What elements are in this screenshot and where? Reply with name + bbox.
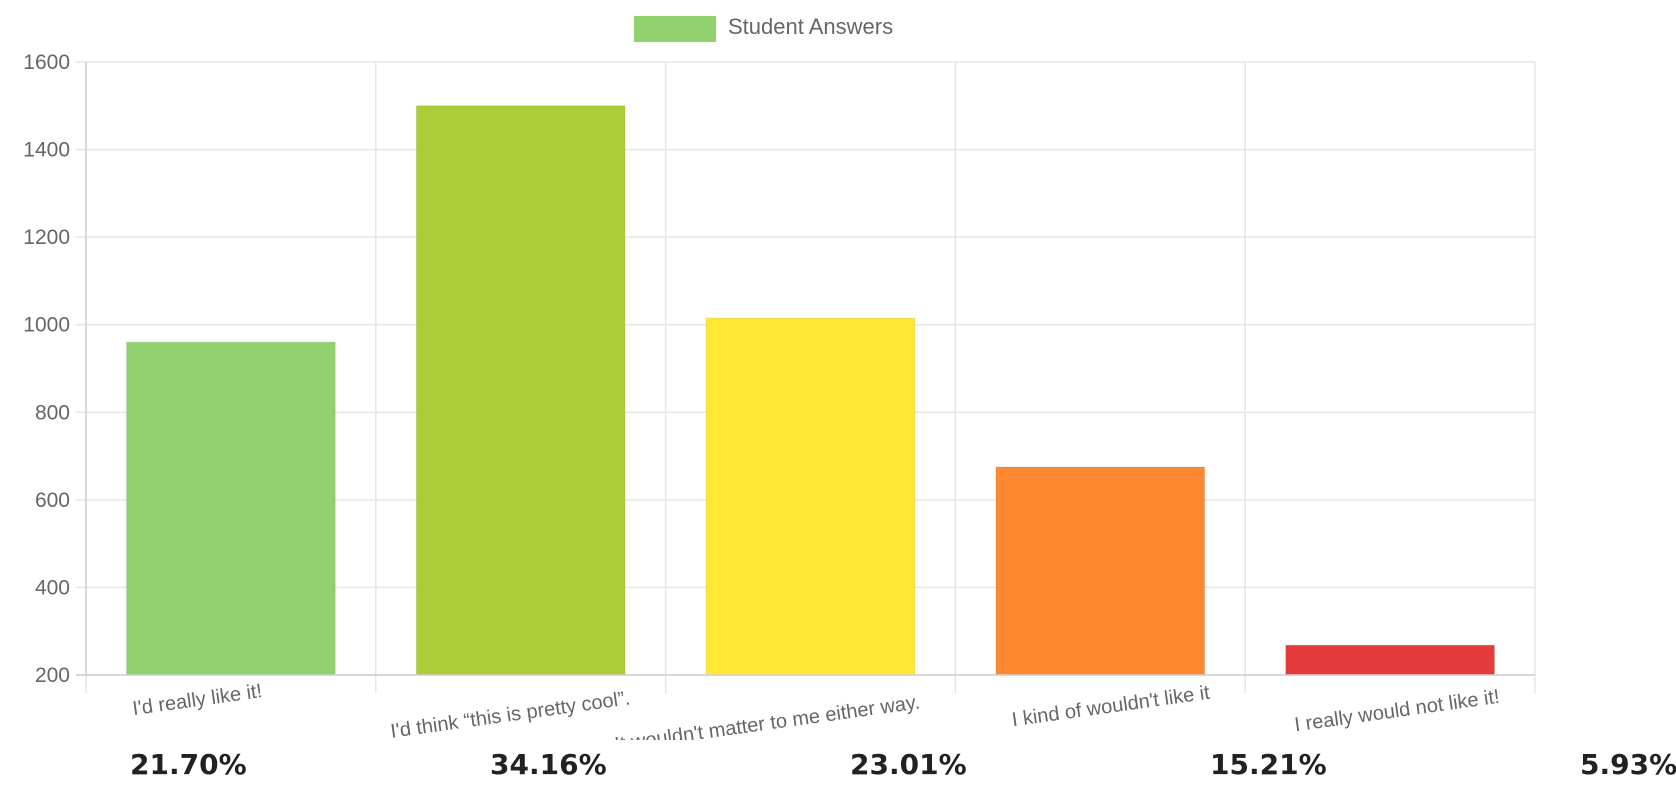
bar-chart: 1600 1400 1200 1000 800 600 400 200 I'd really …: [23, 14, 1536, 740]
percentage-label: 15.21%: [1210, 748, 1327, 781]
x-category-label: I really would not like it!: [1293, 686, 1501, 737]
x-axis: I'd really like it! I'd think “this is pr…: [76, 674, 1535, 740]
y-tick-label: 1200: [23, 226, 70, 249]
percentage-label: 5.93%: [1580, 748, 1676, 781]
y-tick-label: 1600: [23, 51, 70, 74]
y-tick-label: 400: [35, 576, 70, 599]
y-tick-label: 200: [35, 664, 70, 687]
bar: [995, 466, 1206, 676]
percentage-label: 23.01%: [850, 748, 967, 781]
legend-swatch[interactable]: [634, 16, 716, 42]
y-tick-label: 600: [35, 489, 70, 512]
bars: [126, 105, 1495, 676]
x-category-label: I'd think “this is pretty cool”.: [389, 687, 631, 740]
legend[interactable]: Student Answers: [634, 14, 893, 42]
y-tick-label: 1000: [23, 314, 70, 337]
percentage-label: 34.16%: [490, 748, 607, 781]
y-axis: 1600 1400 1200 1000 800 600 400 200: [23, 51, 87, 687]
y-tick-label: 800: [35, 401, 70, 424]
x-category-label: It wouldn't matter to me either way.: [613, 691, 921, 740]
percentage-label: 21.70%: [130, 748, 247, 781]
bar: [415, 105, 626, 676]
bar: [1285, 644, 1495, 676]
x-category-label: I'd really like it!: [131, 680, 263, 720]
bar: [705, 317, 916, 676]
bar: [126, 341, 336, 676]
y-tick-label: 1400: [23, 139, 70, 162]
legend-label[interactable]: Student Answers: [728, 14, 893, 39]
x-category-label: I kind of wouldn't like it: [1011, 682, 1212, 732]
percentage-row: 21.70% 34.16% 23.01% 15.21% 5.93%: [0, 748, 1676, 798]
